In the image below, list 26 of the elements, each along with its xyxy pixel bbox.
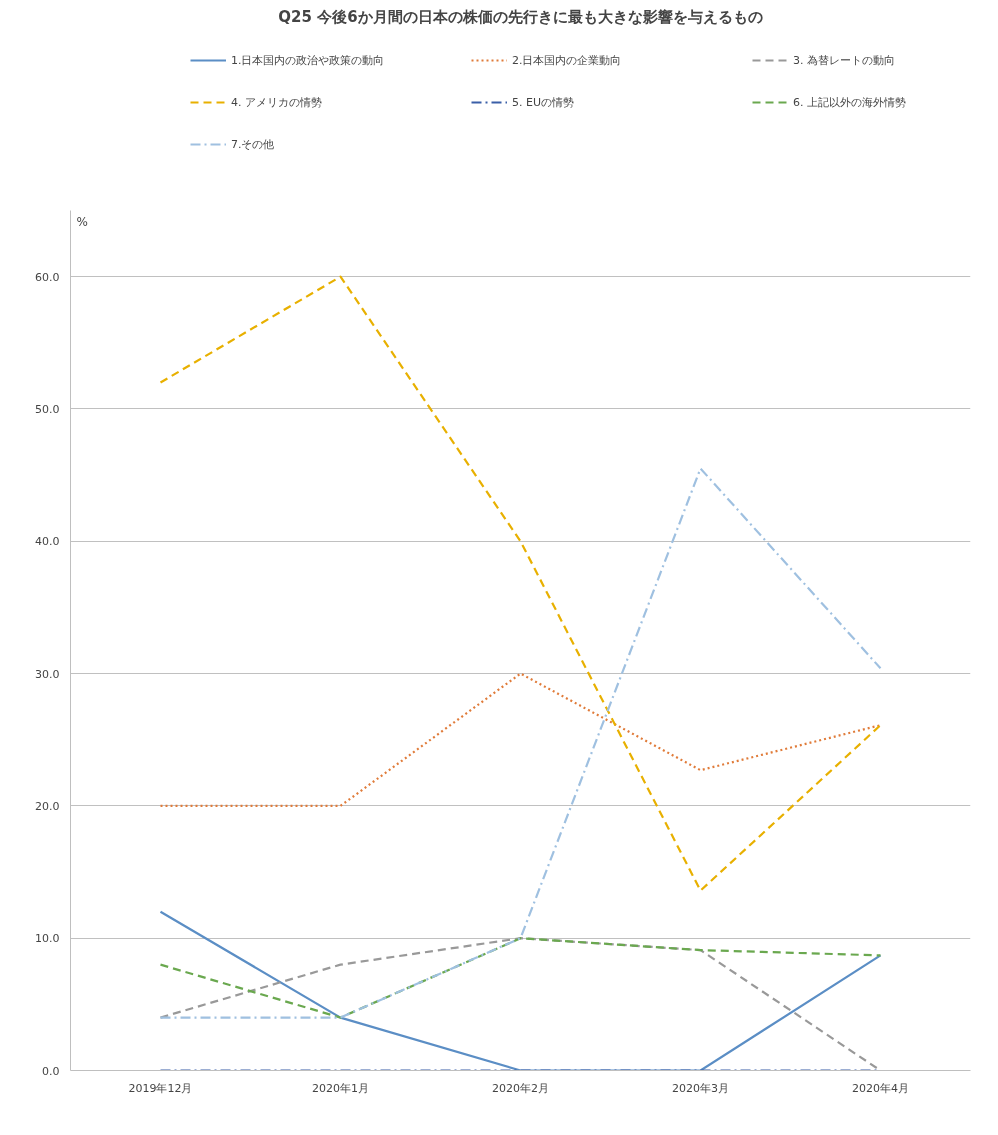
- line-series: [159, 937, 882, 1019]
- x-tick-label: 2020年3月: [672, 1081, 729, 1095]
- y-tick-label: 20.0: [35, 799, 60, 813]
- y-axis-title: %: [76, 214, 88, 229]
- y-tick-label: 40.0: [35, 535, 60, 549]
- legend-label: 3. 為替レートの動向: [793, 52, 896, 68]
- line-series: [159, 672, 882, 807]
- y-tick-label: 60.0: [35, 270, 60, 284]
- legend-label: 6. 上記以外の海外情勢: [793, 94, 907, 110]
- y-tick-label: 0.0: [42, 1064, 60, 1078]
- x-tick-label: 2020年1月: [312, 1081, 369, 1095]
- y-tick-label: 30.0: [35, 667, 60, 681]
- x-tick-label: 2020年4月: [852, 1081, 909, 1095]
- y-tick-label: 50.0: [35, 402, 60, 416]
- legend-label: 5. EUの情勢: [512, 94, 575, 110]
- line-series: [159, 275, 882, 892]
- chart-title: Q25 今後6か月間の日本の株価の先行きに最も大きな影響を与えるもの: [278, 7, 763, 26]
- legend-label: 1.日本国内の政治や政策の動向: [231, 52, 386, 68]
- legend-label: 2.日本国内の企業動向: [512, 52, 623, 68]
- legend-label: 7.その他: [231, 136, 276, 152]
- line-series: [159, 910, 882, 1071]
- x-tick-label: 2020年2月: [492, 1081, 549, 1095]
- line-series: [159, 467, 882, 1019]
- y-tick-label: 10.0: [35, 932, 60, 946]
- x-tick-label: 2019年12月: [128, 1081, 193, 1095]
- legend-label: 4. アメリカの情勢: [231, 94, 323, 110]
